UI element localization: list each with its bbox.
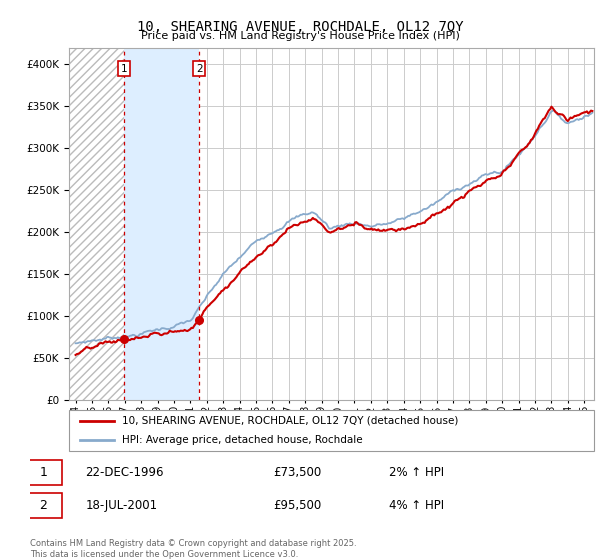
Text: 2% ↑ HPI: 2% ↑ HPI [389,466,444,479]
Bar [69,48,124,400]
Text: 10, SHEARING AVENUE, ROCHDALE, OL12 7QY: 10, SHEARING AVENUE, ROCHDALE, OL12 7QY [137,20,463,34]
Text: 1: 1 [121,64,128,74]
Text: Price paid vs. HM Land Registry's House Price Index (HPI): Price paid vs. HM Land Registry's House … [140,31,460,41]
Text: 18-JUL-2001: 18-JUL-2001 [85,498,157,512]
Text: £95,500: £95,500 [273,498,321,512]
Text: 2: 2 [196,64,203,74]
FancyBboxPatch shape [25,493,62,517]
Text: 22-DEC-1996: 22-DEC-1996 [85,466,164,479]
Bar [124,48,199,400]
Text: 1: 1 [40,466,47,479]
Text: HPI: Average price, detached house, Rochdale: HPI: Average price, detached house, Roch… [121,435,362,445]
FancyBboxPatch shape [25,460,62,486]
Text: 2: 2 [40,498,47,512]
Text: 4% ↑ HPI: 4% ↑ HPI [389,498,444,512]
Text: £73,500: £73,500 [273,466,321,479]
Text: 10, SHEARING AVENUE, ROCHDALE, OL12 7QY (detached house): 10, SHEARING AVENUE, ROCHDALE, OL12 7QY … [121,416,458,426]
Text: Contains HM Land Registry data © Crown copyright and database right 2025.
This d: Contains HM Land Registry data © Crown c… [30,539,356,559]
FancyBboxPatch shape [69,410,594,451]
